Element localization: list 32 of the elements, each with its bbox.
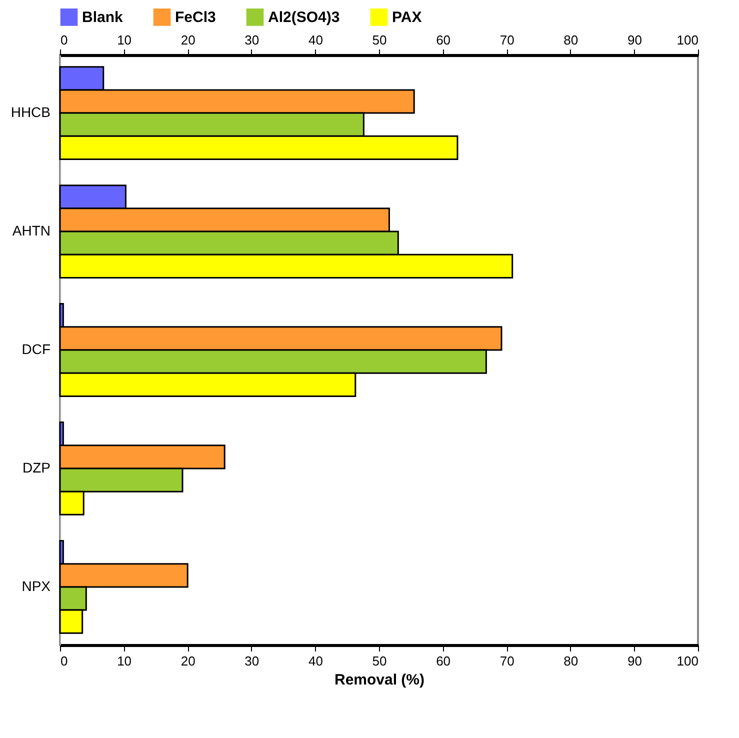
- legend-label: Blank: [82, 9, 124, 26]
- x-tick-label: 40: [308, 32, 323, 48]
- y-tick-label: DCF: [22, 341, 50, 357]
- x-axis-title: Removal (%): [334, 672, 425, 688]
- x2-tick-label: 70: [500, 654, 514, 668]
- x-tick-label: 60: [436, 32, 451, 48]
- x-tick-label: 10: [117, 32, 132, 48]
- x2-tick-label: 10: [117, 654, 132, 668]
- x2-tick-label: 80: [564, 654, 578, 668]
- y-tick-label: DZP: [22, 459, 50, 476]
- legend-label: Al2(SO4)3: [268, 9, 340, 26]
- legend-label: PAX: [392, 9, 422, 26]
- y-tick-label: NPX: [22, 578, 52, 594]
- x2-tick-label: 30: [244, 654, 260, 668]
- x2-tick-label: 20: [180, 654, 196, 668]
- x-tick-label: 100: [676, 32, 698, 48]
- y-tick-label: AHTN: [12, 222, 50, 239]
- x-tick-label: 70: [500, 32, 514, 48]
- x2-tick-label: 100: [676, 654, 698, 668]
- x-tick-label: 50: [372, 32, 387, 48]
- x-tick-label: 90: [627, 32, 642, 48]
- y-tick-label: HHCB: [10, 104, 50, 120]
- x2-tick-label: 50: [372, 654, 387, 668]
- x2-tick-label: 0: [60, 654, 68, 668]
- x2-tick-label: 90: [627, 654, 642, 668]
- x-tick-label: 0: [60, 32, 68, 48]
- legend-label: FeCl3: [175, 9, 216, 26]
- x-tick-label: 20: [180, 32, 196, 48]
- x2-tick-label: 60: [436, 654, 451, 668]
- x-tick-label: 80: [564, 32, 578, 48]
- x-tick-label: 30: [244, 32, 260, 48]
- x2-tick-label: 40: [308, 654, 323, 668]
